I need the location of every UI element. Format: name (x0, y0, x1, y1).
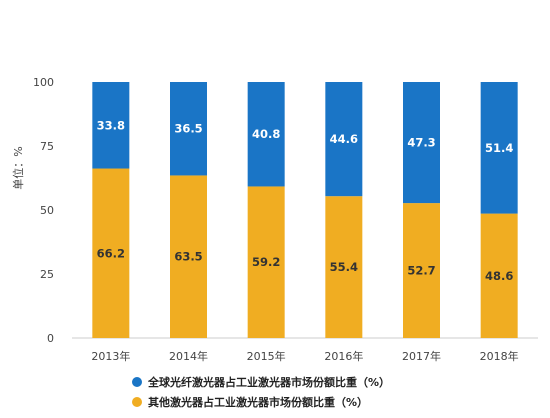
legend-label-other: 其他激光器占工业激光器市场份额比重（%） (148, 395, 368, 409)
y-tick-label: 25 (40, 268, 54, 281)
data-label-fiber-2017年: 47.3 (407, 136, 435, 150)
bar-other-2016年 (325, 196, 363, 338)
x-tick-label: 2017年 (402, 349, 441, 363)
legend-marker-other (132, 397, 142, 407)
data-label-fiber-2016年: 44.6 (330, 132, 358, 146)
x-tick-label: 2015年 (247, 349, 286, 363)
bar-fiber-2018年 (480, 82, 518, 214)
y-tick-label: 75 (40, 140, 54, 153)
y-tick-label: 100 (33, 76, 54, 89)
bar-other-2015年 (247, 186, 285, 338)
bar-other-2017年 (403, 203, 440, 338)
data-label-other-2018年: 48.6 (485, 269, 513, 283)
data-label-other-2014年: 63.5 (174, 250, 202, 264)
data-label-fiber-2013年: 33.8 (97, 118, 125, 132)
legend-item-fiber[interactable]: 全球光纤激光器占工业激光器市场份额比重（%） (132, 375, 390, 389)
bar-fiber-2014年 (170, 82, 207, 176)
y-tick-labels: 0 25 50 75 100 (33, 76, 54, 345)
bar-fiber-2013年 (92, 82, 130, 169)
data-label-other-2016年: 55.4 (330, 260, 358, 274)
data-label-other-2013年: 66.2 (97, 246, 125, 260)
x-tick-label: 2013年 (91, 349, 130, 363)
bar-fiber-2015年 (247, 82, 285, 187)
x-tick-label: 2016年 (324, 349, 363, 363)
y-axis: 单位：% (11, 146, 25, 189)
legend-marker-fiber (132, 377, 142, 387)
bar-other-2014年 (170, 175, 207, 338)
legend: 全球光纤激光器占工业激光器市场份额比重（%） 其他激光器占工业激光器市场份额比重… (132, 375, 390, 409)
bar-other-2018年 (480, 213, 518, 338)
y-axis-label: 单位：% (11, 146, 25, 189)
y-tick-label: 0 (47, 332, 54, 345)
legend-label-fiber: 全球光纤激光器占工业激光器市场份额比重（%） (147, 375, 390, 389)
y-tick-label: 50 (40, 204, 54, 217)
bar-fiber-2017年 (403, 82, 440, 204)
x-tick-label: 2018年 (480, 349, 519, 363)
x-tick-labels: 2013年 2014年 2015年 2016年 2017年 2018年 (91, 349, 518, 363)
bar-fiber-2016年 (325, 82, 363, 197)
bars: 66.2 33.8 63.5 36.5 59.2 40.8 55.4 44.6 52.7 47.3… (92, 82, 518, 338)
data-label-fiber-2018年: 51.4 (485, 141, 513, 155)
data-label-fiber-2015年: 40.8 (252, 127, 280, 141)
bar-other-2013年 (92, 168, 130, 338)
data-label-other-2017年: 52.7 (407, 264, 435, 278)
data-label-other-2015年: 59.2 (252, 255, 280, 269)
data-label-fiber-2014年: 36.5 (174, 122, 202, 136)
legend-item-other[interactable]: 其他激光器占工业激光器市场份额比重（%） (132, 395, 368, 409)
x-tick-label: 2014年 (169, 349, 208, 363)
